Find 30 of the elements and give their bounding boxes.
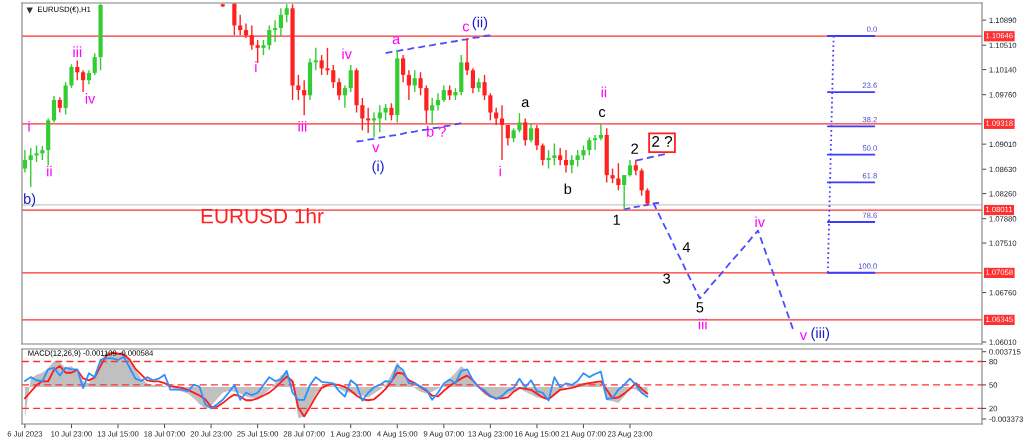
annotation: c	[462, 23, 470, 32]
annotation: a	[392, 36, 401, 45]
annotation: 1	[613, 214, 620, 225]
annotation: 4	[682, 242, 691, 253]
annotation: iii	[73, 46, 82, 57]
annotation: (ii)	[472, 16, 488, 31]
annotation: i	[255, 61, 257, 72]
annotation: 3	[663, 273, 671, 284]
annotation: i	[28, 121, 30, 132]
annotation: ii	[601, 86, 607, 98]
annotation: 2	[631, 143, 638, 154]
annotation: 5	[696, 302, 704, 313]
annotation: iii	[298, 121, 307, 132]
annotation: i	[499, 165, 501, 177]
annotation: (i)	[372, 160, 384, 175]
annotation: b ?	[427, 126, 446, 137]
annotation: b)	[24, 193, 36, 207]
annotation: iii	[698, 318, 707, 330]
annotation: iv	[342, 48, 352, 59]
text: EURUSD 1hr	[201, 208, 324, 224]
annotation: v	[799, 332, 808, 340]
annotation: b	[564, 183, 572, 195]
annotation: 2 ?	[652, 136, 673, 147]
annotation: iv	[755, 216, 765, 228]
annotation: c	[599, 109, 606, 118]
annotation: iv	[85, 93, 96, 104]
annotation: v	[372, 144, 380, 153]
annotation: a	[521, 99, 530, 108]
annotation: (iii)	[811, 327, 830, 341]
annotation: ii	[47, 165, 52, 177]
